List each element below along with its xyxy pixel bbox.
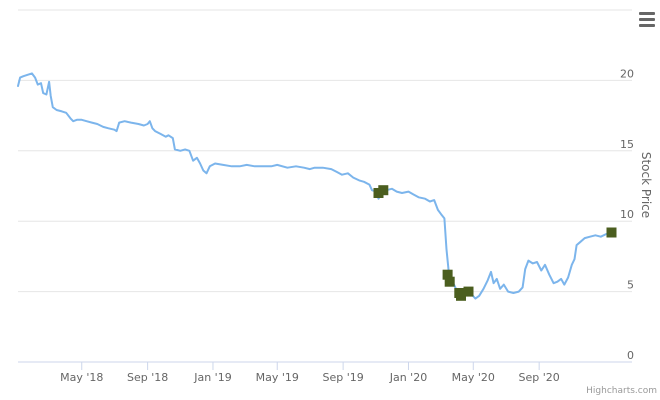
y-tick-label: 10	[620, 208, 634, 221]
x-tick-label: Sep '19	[322, 371, 363, 384]
signal-marker[interactable]	[463, 286, 474, 297]
y-tick-label: 5	[627, 279, 634, 292]
x-tick-label: Sep '20	[519, 371, 560, 384]
signal-marker[interactable]	[444, 276, 455, 287]
y-axis-title: Stock Price	[639, 152, 653, 218]
signal-marker[interactable]	[606, 227, 617, 238]
x-tick-label: May '19	[256, 371, 299, 384]
y-tick-label: 20	[620, 67, 634, 80]
x-tick-label: May '18	[60, 371, 103, 384]
x-tick-label: May '20	[452, 371, 495, 384]
y-axis: 0 5 10 15 20	[620, 67, 634, 362]
y-tick-label: 15	[620, 138, 634, 151]
signal-marker[interactable]	[442, 269, 453, 280]
marker-group[interactable]	[373, 185, 617, 301]
credits-link[interactable]: Highcharts.com	[586, 386, 657, 396]
signal-marker[interactable]	[378, 185, 389, 196]
series-line-0[interactable]	[17, 72, 612, 300]
y-tick-label: 0	[627, 349, 634, 362]
signal-marker[interactable]	[456, 290, 466, 301]
x-axis: May '18 Sep '18 Jan '19 May '19 Sep '19 Jan '…	[18, 361, 632, 384]
x-tick-label: Jan '19	[193, 371, 231, 384]
x-tick-label: Jan '20	[389, 371, 427, 384]
grid-lines	[18, 9, 632, 293]
x-tick-label: Sep '18	[127, 371, 168, 384]
context-menu-button[interactable]	[634, 8, 658, 30]
series-group	[17, 72, 612, 300]
hamburger-menu-icon	[639, 12, 655, 27]
